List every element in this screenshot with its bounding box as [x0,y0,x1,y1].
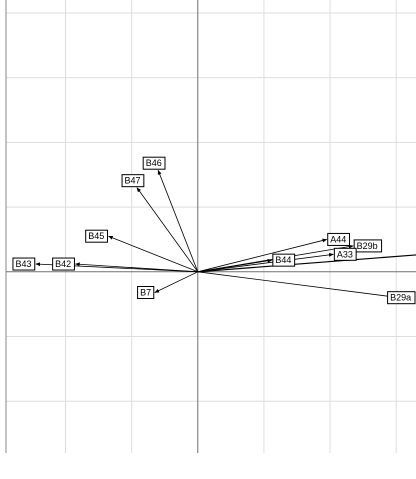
label-text-b7: B7 [140,288,151,298]
label-text-b29a: B29a [390,293,411,303]
label-layer: B43 B42 B45 B47 B46 B7 A44 B29b A33 B44 B29a [12,156,416,305]
vector-arrow-offscreen-1 [197,254,416,273]
label-text-b44: B44 [275,255,291,265]
label-text-b47: B47 [125,176,141,186]
vector-arrow-b47 [136,187,199,273]
label-box-b46 [142,156,166,170]
label-box-b7 [137,286,155,300]
label-box-b44 [272,253,296,267]
vector-arrow-a44 [197,238,328,273]
vector-arrow-b29a [197,271,400,300]
vector-arrow-b44 [197,258,273,273]
label-text-a44: A44 [330,234,346,244]
vector-arrow-b45 [108,235,198,273]
vector-arrow-b46 [157,169,199,272]
grid-layer [6,0,416,453]
label-box-a44 [327,232,351,246]
label-box-b43 [12,257,36,271]
label-box-b47 [121,174,145,188]
label-box-a33 [333,247,357,261]
label-text-b46: B46 [146,158,162,168]
label-box-b45 [85,229,108,243]
vector-arrow-b42 [74,262,198,273]
label-text-b29b: B29b [357,241,378,251]
label-box-b29b [353,239,383,253]
label-box-b29a [387,291,416,305]
vector-arrow-b7 [154,271,198,293]
label-text-b42: B42 [55,259,71,269]
axes-layer [5,0,416,453]
label-text-b45: B45 [88,231,104,241]
label-text-a33: A33 [337,249,353,259]
label-box-b42 [52,257,75,271]
vector-arrow-a33 [197,252,334,273]
label-text-b43: B43 [15,259,31,269]
